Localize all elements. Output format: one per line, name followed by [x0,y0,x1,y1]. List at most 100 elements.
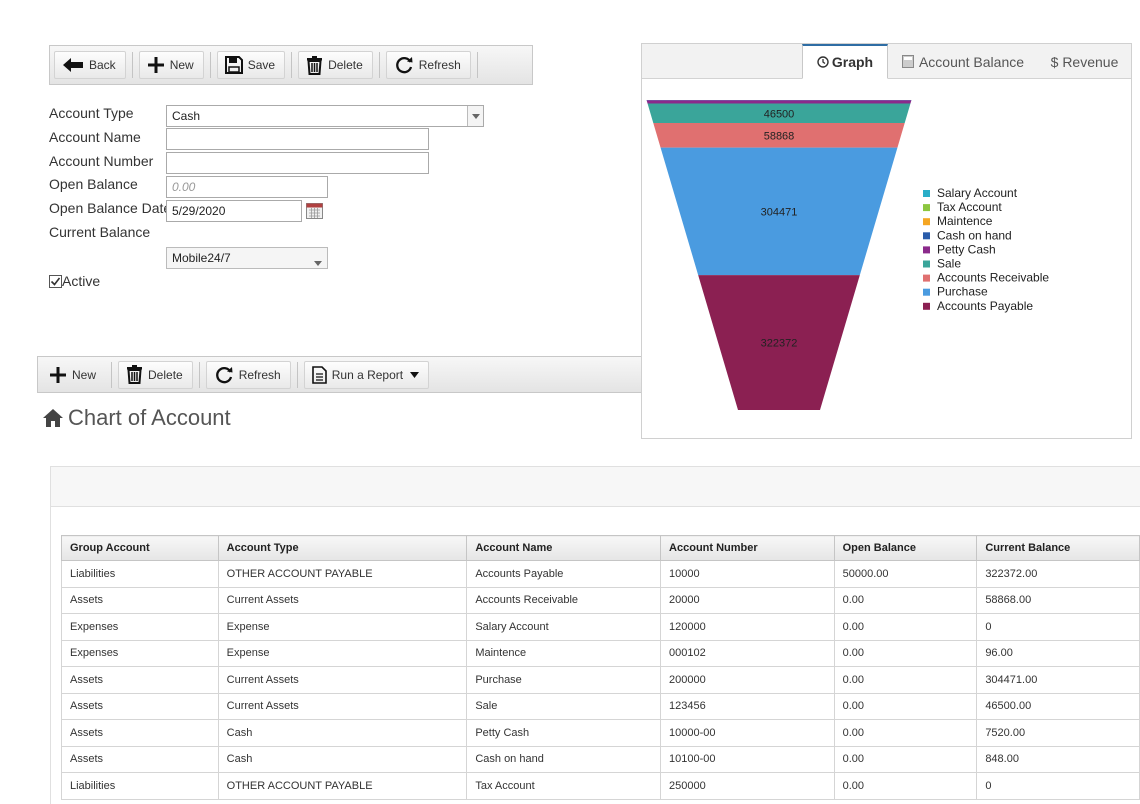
table-row[interactable]: Assets Current Assets Purchase 200000 0.00 30… [61,666,1140,694]
table-cell: 000102 [660,639,835,667]
chart-tabs: Graph Account Balance $ Revenue [642,44,1131,79]
table-cell: Expense [217,639,468,667]
active-checkbox[interactable]: Active [49,273,100,289]
clock-icon [817,56,829,68]
column-header[interactable]: Account Number [660,535,835,561]
account-name-input[interactable] [166,128,429,150]
tab-revenue[interactable]: $ Revenue [1042,44,1127,79]
legend-item[interactable]: Accounts Payable [923,299,1033,313]
table-header-row: Group Account Account Type Account Name Acc… [61,535,1140,561]
calendar-icon[interactable] [306,203,323,224]
legend-item[interactable]: Accounts Receivable [923,271,1049,285]
grid-refresh-button[interactable]: Refresh [205,360,291,389]
table-cell: 20000 [660,586,835,614]
open-balance-date-input[interactable]: 5/29/2020 [166,200,302,222]
funnel-segment[interactable] [653,123,905,148]
delete-button[interactable]: Delete [298,51,373,79]
plus-icon [50,366,66,383]
open-balance-label: Open Balance [49,176,138,192]
table-cell: 0.00 [833,613,978,641]
toolbar-divider [198,361,200,388]
table-cell: 0.00 [833,639,978,667]
legend-item[interactable]: Tax Account [923,200,1002,214]
table-cell: 123456 [660,692,835,720]
tab-graph[interactable]: Graph [802,44,888,79]
table-cell: Purchase [466,666,662,694]
table-cell: 250000 [660,772,835,800]
back-button[interactable]: Back [54,51,126,79]
account-number-input[interactable] [166,152,429,174]
account-number-label: Account Number [49,153,154,169]
table-cell: 200000 [660,666,835,694]
save-button[interactable]: Save [216,51,286,79]
column-header[interactable]: Account Name [466,535,662,561]
table-row[interactable]: Expenses Expense Salary Account 120000 0.00 0 [61,613,1140,641]
new-button[interactable]: New [138,51,204,79]
table-row[interactable]: Assets Cash Petty Cash 10000-00 0.00 7520.00 [61,719,1140,747]
tab-graph-label: Graph [831,54,874,70]
grid-new-button[interactable]: New [42,361,105,389]
legend-swatch [923,302,930,310]
table-cell: Cash [217,719,468,747]
toolbar-divider [296,361,298,388]
table-row[interactable]: Liabilities OTHER ACCOUNT PAYABLE Tax Acco… [61,772,1140,800]
column-header[interactable]: Group Account [61,535,219,561]
funnel-segment[interactable] [646,100,912,104]
legend-item[interactable]: Cash on hand [923,228,1012,242]
open-balance-input[interactable]: 0.00 [166,176,328,198]
legend-item[interactable]: Petty Cash [923,242,996,256]
table-cell: 10000-00 [660,719,835,747]
table-cell: 10100-00 [660,745,835,773]
funnel-data-label: 304471 [761,206,798,218]
funnel-segment[interactable] [647,103,911,124]
open-balance-placeholder: 0.00 [172,180,196,194]
tab-account-balance[interactable]: Account Balance [898,44,1028,79]
legend-item[interactable]: Purchase [923,285,988,299]
tab-revenue-label: $ Revenue [1050,53,1119,70]
back-arrow-icon [63,58,83,72]
table-cell: Accounts Payable [466,560,662,588]
grid-delete-button[interactable]: Delete [118,360,193,389]
table-cell: Expenses [61,613,219,641]
refresh-button[interactable]: Refresh [385,51,471,79]
table-row[interactable]: Expenses Expense Maintence 000102 0.00 96.00 [61,639,1140,667]
table-cell: 58868.00 [976,586,1140,614]
page-title: Chart of Account [42,405,231,431]
legend-label: Maintence [937,214,993,228]
funnel-data-label: 46500 [764,108,795,120]
table-cell: OTHER ACCOUNT PAYABLE [217,772,468,800]
table-row[interactable]: Assets Current Assets Accounts Receivable 2… [61,586,1140,614]
new-label: New [169,58,194,72]
funnel-segment[interactable] [698,275,860,410]
run-report-label: Run a Report [331,367,404,382]
branch-select[interactable]: Mobile24/7 [166,247,328,269]
active-label: Active [62,273,101,289]
legend-item[interactable]: Salary Account [923,186,1018,200]
account-type-select[interactable]: Cash [166,105,484,127]
table-row[interactable]: Assets Cash Cash on hand 10100-00 0.00 848.00 [61,745,1140,773]
legend-label: Accounts Receivable [937,271,1049,285]
legend-swatch [923,288,930,296]
delete-label: Delete [328,58,363,72]
run-report-button[interactable]: Run a Report [303,360,430,389]
table-cell: 0 [976,772,1140,800]
table-row[interactable]: Liabilities OTHER ACCOUNT PAYABLE Accounts… [61,560,1140,588]
table-cell: 96.00 [976,639,1140,667]
table-cell: 848.00 [976,745,1140,773]
grid-delete-label: Delete [148,367,183,382]
table-cell: Cash on hand [466,745,662,773]
account-type-value: Cash [172,109,201,123]
grid-new-label: New [72,367,97,382]
column-header[interactable]: Account Type [217,535,468,561]
column-header[interactable]: Open Balance [833,535,978,561]
legend-item[interactable]: Sale [923,257,961,271]
chevron-down-icon [314,255,322,269]
table-cell: 0.00 [833,666,978,694]
funnel-segment[interactable] [660,147,898,276]
table-row[interactable]: Assets Current Assets Sale 123456 0.00 46500.… [61,692,1140,720]
account-name-label: Account Name [49,129,141,145]
table-cell: 0.00 [833,745,978,773]
legend-item[interactable]: Maintence [923,214,993,228]
column-header[interactable]: Current Balance [976,535,1140,561]
table-cell: Petty Cash [466,719,662,747]
